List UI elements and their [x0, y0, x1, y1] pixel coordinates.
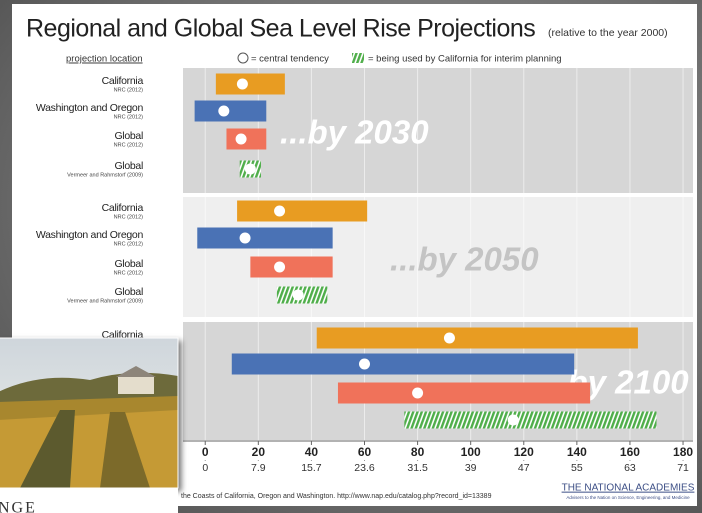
central-tendency [218, 106, 229, 117]
row-source: Vermeer and Rahmstorf (2009) [67, 172, 143, 178]
logo: THE NATIONAL ACADEMIES [562, 483, 695, 494]
central-tendency [274, 262, 285, 273]
x2-tick-label: 15.7 [301, 462, 322, 474]
x2-tick-label: 55 [571, 462, 583, 474]
x-tick-label: 180 [673, 445, 693, 459]
range-bar [232, 354, 574, 375]
row-source: NRC (2012) [114, 142, 144, 148]
panel-annotation: ...by 2050 [390, 241, 539, 278]
range-bar [338, 383, 590, 404]
x-tick-label: 160 [620, 445, 640, 459]
range-bar [317, 328, 638, 349]
range-bar [250, 257, 332, 278]
range-bar [404, 412, 656, 429]
central-tendency [444, 333, 455, 344]
row-source: NRC (2012) [114, 214, 144, 220]
x-tick-label: 100 [461, 445, 481, 459]
slide-text: NGE [0, 500, 37, 513]
central-tendency [412, 388, 423, 399]
row-source: NRC (2012) [114, 241, 144, 247]
row-label: Global [114, 160, 143, 172]
x-tick-label: 120 [514, 445, 534, 459]
x2-tick-label: 7.9 [251, 462, 266, 474]
row-source: NRC (2012) [114, 270, 144, 276]
range-bar [197, 228, 332, 249]
x2-tick-label: 23.6 [354, 462, 375, 474]
central-tendency [245, 164, 256, 175]
x-tick-label: 140 [567, 445, 587, 459]
y-axis-label: projection location [66, 54, 143, 65]
row-source: NRC (2012) [114, 114, 144, 120]
x2-tick-label: 71 [677, 462, 689, 474]
range-bar [195, 101, 267, 122]
row-label: California [102, 75, 144, 87]
row-label: Global [114, 130, 143, 142]
x2-tick-label: 0 [202, 462, 208, 474]
x2-tick-label: 47 [518, 462, 530, 474]
row-source: Vermeer and Rahmstorf (2009) [67, 298, 143, 304]
chart-title: Regional and Global Sea Level Rise Proje… [26, 15, 535, 43]
central-tendency [237, 79, 248, 90]
central-tendency [359, 359, 370, 370]
x2-tick-label: 63 [624, 462, 636, 474]
row-source: NRC (2012) [114, 87, 144, 93]
row-label: Washington and Oregon [36, 102, 144, 114]
central-tendency [240, 233, 251, 244]
legend-planning: = being used by California for interim p… [368, 54, 562, 65]
page: {"chart_data": {"type": "range", "title"… [0, 0, 702, 513]
logo-subtitle: Advisers to the Nation on Science, Engin… [566, 495, 690, 500]
x-tick-label: 0 [202, 445, 209, 459]
central-tendency [293, 290, 304, 301]
row-label: Global [114, 258, 143, 270]
range-bar [216, 74, 285, 95]
row-label: Washington and Oregon [36, 229, 144, 241]
central-tendency [274, 206, 285, 217]
panel-annotation: ...by 2030 [280, 114, 429, 151]
x-tick-label: 80 [411, 445, 425, 459]
x2-tick-label: 39 [465, 462, 477, 474]
slide: Regional and Global Sea Level Rise Proje… [0, 0, 702, 513]
chart-subtitle: (relative to the year 2000) [548, 27, 668, 39]
x-tick-label: 40 [305, 445, 319, 459]
central-tendency [236, 134, 247, 145]
legend-central-icon [238, 53, 248, 63]
x-tick-label: 60 [358, 445, 372, 459]
range-bar [237, 201, 367, 222]
row-label: California [102, 202, 144, 214]
legend-central: = central tendency [251, 54, 329, 65]
x-tick-label: 20 [252, 445, 266, 459]
x2-tick-label: 31.5 [407, 462, 428, 474]
legend-planning-icon [352, 53, 364, 63]
photo [0, 338, 178, 488]
footer-source: the Coasts of California, Oregon and Was… [181, 493, 492, 500]
row-label: Global [114, 286, 143, 298]
central-tendency [508, 415, 519, 426]
